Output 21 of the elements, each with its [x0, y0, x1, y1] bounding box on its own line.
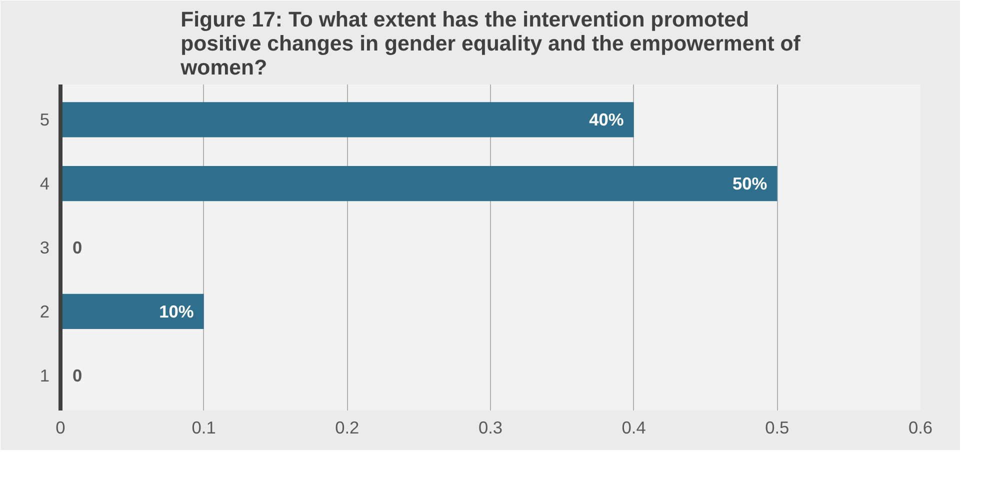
x-tick-label: 0.2: [335, 418, 360, 438]
x-tick-label: 0: [56, 418, 66, 438]
bar: [60, 166, 778, 202]
y-tick-label: 5: [40, 110, 50, 130]
bar: [60, 294, 204, 329]
data-label: 50%: [732, 174, 768, 194]
data-label: 0: [72, 365, 82, 386]
y-tick-label: 1: [40, 365, 50, 386]
x-tick-label: 0.3: [478, 418, 503, 438]
x-tick-label: 0.1: [192, 418, 216, 438]
x-tick-label: 0.6: [908, 418, 933, 438]
x-tick-label: 0.5: [765, 418, 790, 438]
x-tick-label: 0.4: [622, 418, 646, 438]
bar: [60, 102, 634, 138]
chart-title: Figure 17: To what extent has the intervention promoted positive changes in gender equality and the empowerment of women?: [180, 8, 802, 80]
data-label: 40%: [589, 110, 624, 130]
y-tick-label: 4: [40, 174, 50, 194]
y-tick-label: 3: [40, 238, 50, 258]
data-label: 0: [72, 238, 82, 258]
data-label: 10%: [159, 301, 194, 322]
y-tick-label: 2: [40, 301, 50, 322]
